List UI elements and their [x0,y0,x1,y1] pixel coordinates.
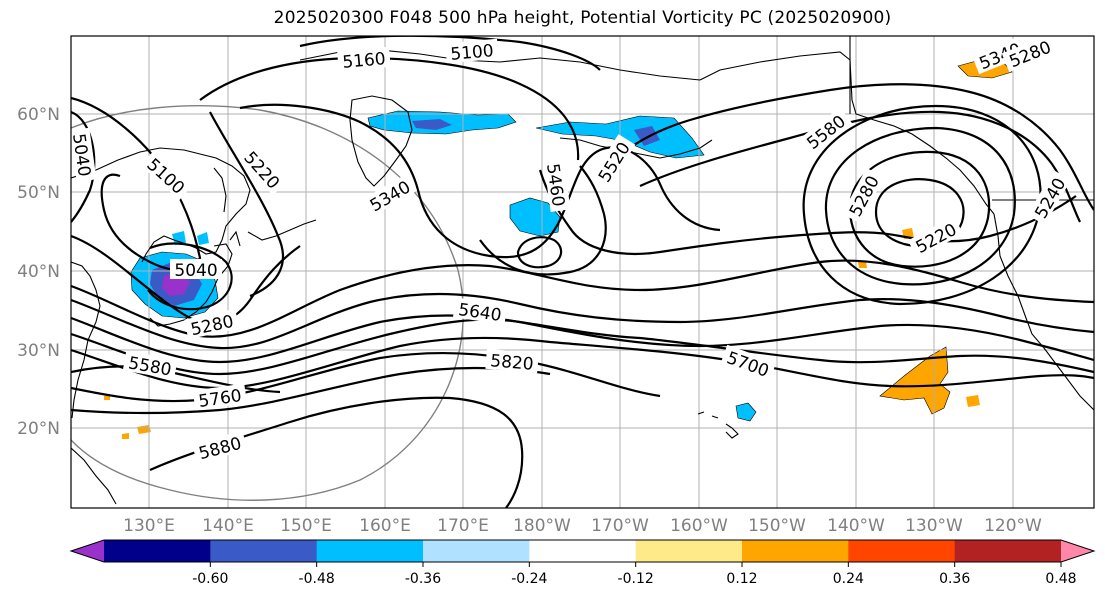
contour-label-5040: 5040 [68,132,94,178]
contour-label-5820: 5820 [489,351,534,375]
alaska-coast [699,51,995,215]
kamchatka [349,95,413,187]
contour-5580-a [639,110,1081,223]
north-america-coast [993,213,1094,411]
lat-label-50n: 50°N [17,183,60,203]
lat-label-20n: 20°N [17,419,60,439]
pv-negative-kamchatka-core [412,119,452,130]
jet-line-2 [71,292,1094,350]
sakhalin [213,167,227,213]
low-ring-3 [824,126,1016,286]
colorbar-segment [529,540,637,562]
lon-label-140e: 140°E [202,516,254,536]
colorbar: -0.60 -0.48 -0.36 -0.24 -0.12 0.12 0.24 0.36 0.4… [69,539,1096,587]
asia-coast [71,147,251,505]
lon-label-160e: 160°E [359,516,411,536]
kuril-islands [247,219,317,241]
low-ring-2 [848,150,991,268]
colorbar-segment [423,540,530,562]
colorbar-extend-low [71,540,104,562]
contour-5460-inner [479,165,607,276]
colorbar-tick-label: 0.36 [939,571,970,587]
contour-5100-north [299,36,601,71]
contour-5640 [71,318,1094,376]
colorbar-segment [848,540,956,562]
map-frame [70,35,1095,509]
longitude-labels: 130°E 140°E 150°E 160°E 170°E 180°W 170°… [123,516,1042,536]
pv-positive-small-6 [104,395,110,400]
lon-label-150w: 150°W [748,516,806,536]
lat-label-40n: 40°N [17,262,60,282]
colorbar-tick-label: -0.24 [511,571,547,587]
jet-line-1 [71,259,1094,338]
lon-label-130e: 130°E [123,516,175,536]
lat-label-60n: 60°N [17,105,60,125]
pv-negative-small-2 [197,232,209,245]
lon-label-120w: 120°W [984,516,1042,536]
lon-label-150e: 150°E [280,516,332,536]
colorbar-tick-label: 0.48 [1045,571,1076,587]
colorbar-outline [69,539,1096,563]
contour-5040-low [147,242,233,311]
lon-label-160w: 160°W [670,516,728,536]
coastlines [71,36,1094,505]
lon-label-170w: 170°W [591,516,649,536]
map-title: 2025020300 F048 500 hPa height, Potentia… [273,8,892,28]
aleutian-islands [559,137,713,159]
colorbar-tick-label: -0.36 [405,571,441,587]
contour-5460 [538,169,1077,255]
contour-label-5160: 5160 [342,49,387,73]
colorbar-extend-high [1061,540,1094,562]
colorbar-tick-label: -0.12 [618,571,654,587]
colorbar-segment [954,540,1062,562]
pv-negative-hawaii [735,402,757,422]
cutoff-low [516,236,563,269]
contour-5760 [71,351,661,403]
lon-label-170e: 170°E [437,516,489,536]
pv-negative-aleutian-core [634,126,660,146]
colorbar-tick-label: -0.48 [299,571,335,587]
japan-islands [149,230,241,327]
colorbar-tick-label: 0.24 [833,571,864,587]
pv-positive-small-5 [122,433,129,439]
colorbar-segment [104,540,211,562]
colorbar-segment [210,540,318,562]
lon-label-140w: 140°W [827,516,885,536]
colorbar-segment [635,540,743,562]
contour-5820 [71,366,551,415]
contour-label-5100-north: 5100 [450,41,495,65]
contour-label-5040-low: 5040 [174,261,217,281]
pv-positive-small-2 [858,261,867,268]
lat-label-30n: 30°N [17,341,60,361]
pv-negative-small-1 [172,231,186,245]
colorbar-segment [742,540,849,562]
colorbar-tick-label: 0.12 [726,571,757,587]
height-contours [71,36,1094,508]
contour-5340-a [239,103,721,259]
contour-5040 [71,110,96,223]
lon-label-180w: 180°W [513,516,571,536]
pv-positive-small-3 [966,395,980,407]
contour-5160 [199,56,580,161]
lon-label-130w: 130°W [905,516,963,536]
colorbar-tick-label: -0.60 [192,571,228,587]
pv-positive-small-4 [137,425,151,434]
low-ring-1 [874,178,965,248]
jet-line-3 [71,314,1094,364]
colorbar-segment [316,540,424,562]
contour-5220-a [209,111,285,298]
contour-5520 [599,83,1094,211]
latitude-labels: 60°N 50°N 40°N 30°N 20°N [17,105,60,439]
hawaii [697,411,739,439]
pv-negative-central-pacific [509,197,561,237]
